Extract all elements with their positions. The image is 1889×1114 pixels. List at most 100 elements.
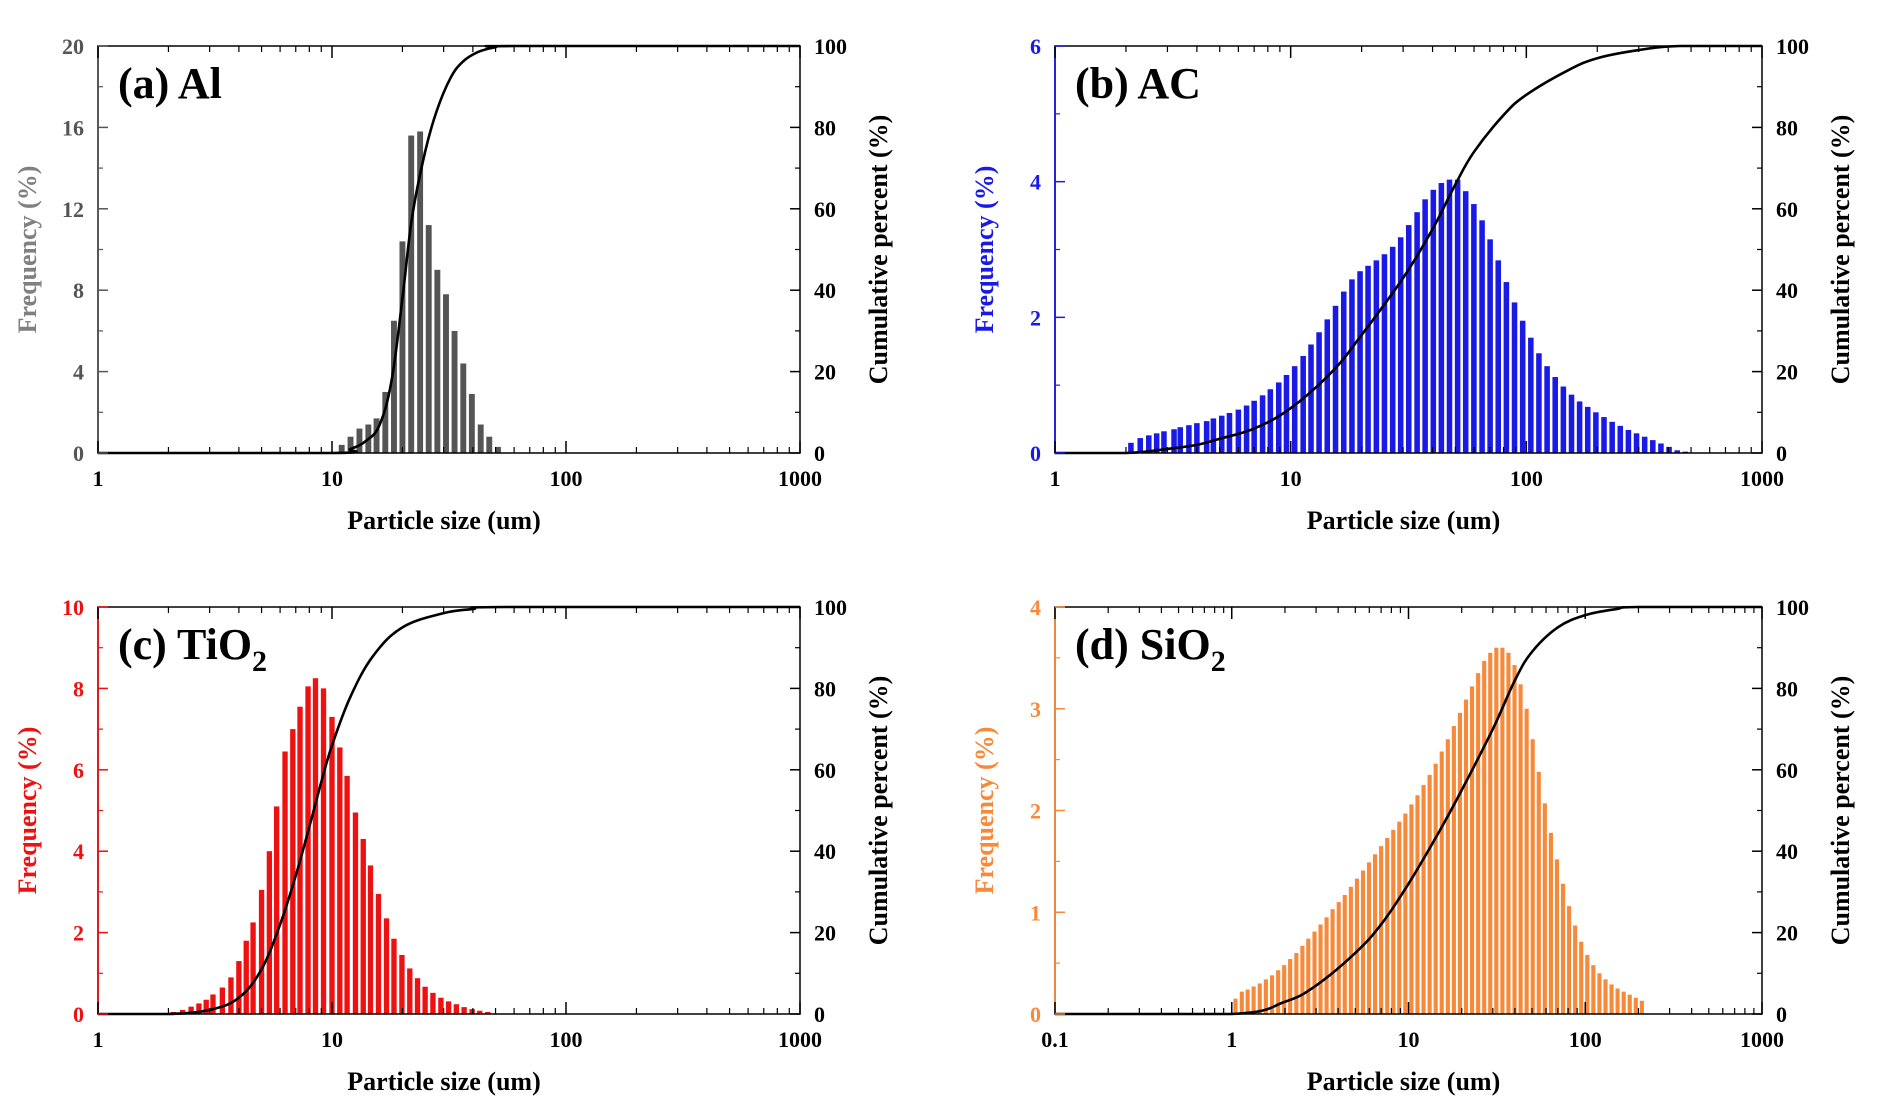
x-tick-label: 100 — [550, 466, 583, 491]
right-y-tick-label: 0 — [814, 441, 825, 466]
right-y-tick-label: 40 — [814, 278, 836, 303]
frequency-bar — [352, 812, 359, 1014]
frequency-bar — [1194, 423, 1200, 453]
x-tick-label: 1000 — [778, 466, 822, 491]
frequency-bar — [1409, 804, 1414, 1014]
x-tick-label: 1 — [93, 1027, 104, 1052]
frequency-bar — [451, 330, 458, 453]
frequency-bar — [1257, 983, 1262, 1014]
frequency-bar — [1312, 931, 1317, 1014]
frequency-bar — [1603, 979, 1608, 1014]
left-y-tick-label: 1 — [1030, 900, 1041, 925]
frequency-bar — [1389, 246, 1396, 453]
cumulative-curve — [1055, 44, 1762, 455]
frequency-bar — [1621, 991, 1626, 1014]
frequency-bar — [1357, 271, 1363, 453]
frequency-bar — [469, 1009, 475, 1014]
frequency-bar — [1427, 774, 1432, 1014]
frequency-bar — [414, 978, 421, 1014]
frequency-bar — [461, 1007, 467, 1014]
chart-panel-1: 1 10 100 1000048121620020406080100Particle … — [13, 34, 893, 535]
right-y-axis-title: Cumulative percent (%) — [1826, 115, 1855, 385]
frequency-bar — [1573, 925, 1578, 1014]
right-y-axis-title: Cumulative percent (%) — [1826, 676, 1855, 946]
panel-label-main: (b) AC — [1075, 59, 1201, 108]
left-y-tick-label: 8 — [73, 676, 84, 701]
frequency-bar — [1276, 970, 1281, 1014]
frequency-bar — [1488, 652, 1493, 1014]
frequency-bar — [1282, 965, 1287, 1014]
frequency-bar — [1542, 803, 1547, 1014]
x-tick-label: 100 — [550, 1027, 583, 1052]
frequency-bar — [477, 1010, 483, 1014]
frequency-bar — [1324, 917, 1329, 1014]
frequency-bar — [425, 225, 432, 453]
frequency-bar — [228, 977, 234, 1014]
frequency-bar — [383, 918, 390, 1014]
frequency-bar — [1471, 204, 1477, 453]
frequency-bar — [320, 688, 327, 1014]
frequency-bar — [312, 678, 319, 1014]
frequency-bar — [1548, 832, 1553, 1014]
frequency-bar — [1288, 959, 1293, 1014]
frequency-bar — [290, 729, 296, 1014]
left-y-tick-label: 2 — [1030, 305, 1041, 330]
frequency-bar — [408, 135, 415, 454]
frequency-bar — [1405, 225, 1412, 453]
frequency-bar — [1506, 652, 1511, 1014]
x-axis-title: Particle size (um) — [1307, 506, 1500, 535]
frequency-bar — [1422, 199, 1428, 453]
frequency-bar — [1633, 433, 1640, 453]
left-y-axis-title: Frequency (%) — [970, 727, 999, 895]
frequency-bar — [1454, 179, 1461, 453]
right-y-tick-label: 60 — [1776, 197, 1798, 222]
left-y-axis-title: Frequency (%) — [970, 166, 999, 334]
frequency-bar — [1385, 837, 1390, 1014]
x-tick-label: 1000 — [1740, 1027, 1784, 1052]
frequency-bar — [1294, 952, 1299, 1014]
x-tick-label: 100 — [1510, 466, 1543, 491]
frequency-bar — [203, 999, 209, 1014]
frequency-bar — [391, 938, 397, 1014]
left-y-tick-label: 8 — [73, 278, 84, 303]
x-tick-label: 1 — [1226, 1027, 1237, 1052]
right-y-axis-title: Cumulative percent (%) — [864, 676, 893, 946]
frequency-bar — [1275, 382, 1282, 453]
x-tick-label: 10 — [1280, 466, 1302, 491]
frequency-bar — [188, 1006, 194, 1014]
right-y-tick-label: 100 — [1776, 595, 1809, 620]
frequency-bar — [347, 436, 354, 453]
frequency-bar — [1203, 421, 1210, 453]
frequency-bar — [1560, 386, 1567, 453]
frequency-bar — [1161, 431, 1167, 453]
frequency-bar — [399, 954, 405, 1014]
left-y-tick-label: 6 — [73, 758, 84, 783]
panel-label-main: (c) TiO — [118, 620, 252, 669]
frequency-bar — [373, 418, 380, 453]
frequency-bar — [1500, 647, 1505, 1014]
right-y-tick-label: 100 — [814, 595, 847, 620]
left-y-tick-label: 0 — [73, 1002, 84, 1027]
right-y-tick-label: 60 — [814, 758, 836, 783]
x-tick-label: 0.1 — [1041, 1027, 1069, 1052]
right-y-tick-label: 60 — [814, 197, 836, 222]
frequency-bar — [1233, 998, 1238, 1014]
frequency-bar — [1585, 954, 1590, 1014]
frequency-bar — [1218, 415, 1225, 453]
right-y-tick-label: 40 — [1776, 839, 1798, 864]
frequency-bar — [1336, 902, 1341, 1014]
frequency-bar — [445, 1001, 452, 1014]
frequency-bar — [1300, 945, 1305, 1014]
x-tick-label: 1 — [93, 466, 104, 491]
frequency-bar — [468, 393, 475, 453]
frequency-bar — [1597, 973, 1602, 1014]
left-y-tick-label: 4 — [73, 360, 84, 385]
frequency-bar — [1153, 433, 1160, 453]
frequency-bar — [273, 806, 280, 1014]
frequency-bar — [1283, 374, 1290, 453]
x-axis-title: Particle size (um) — [347, 1067, 540, 1096]
cumulative-curve — [1054, 605, 1762, 1016]
right-y-tick-label: 0 — [814, 1002, 825, 1027]
right-y-tick-label: 40 — [1776, 278, 1798, 303]
